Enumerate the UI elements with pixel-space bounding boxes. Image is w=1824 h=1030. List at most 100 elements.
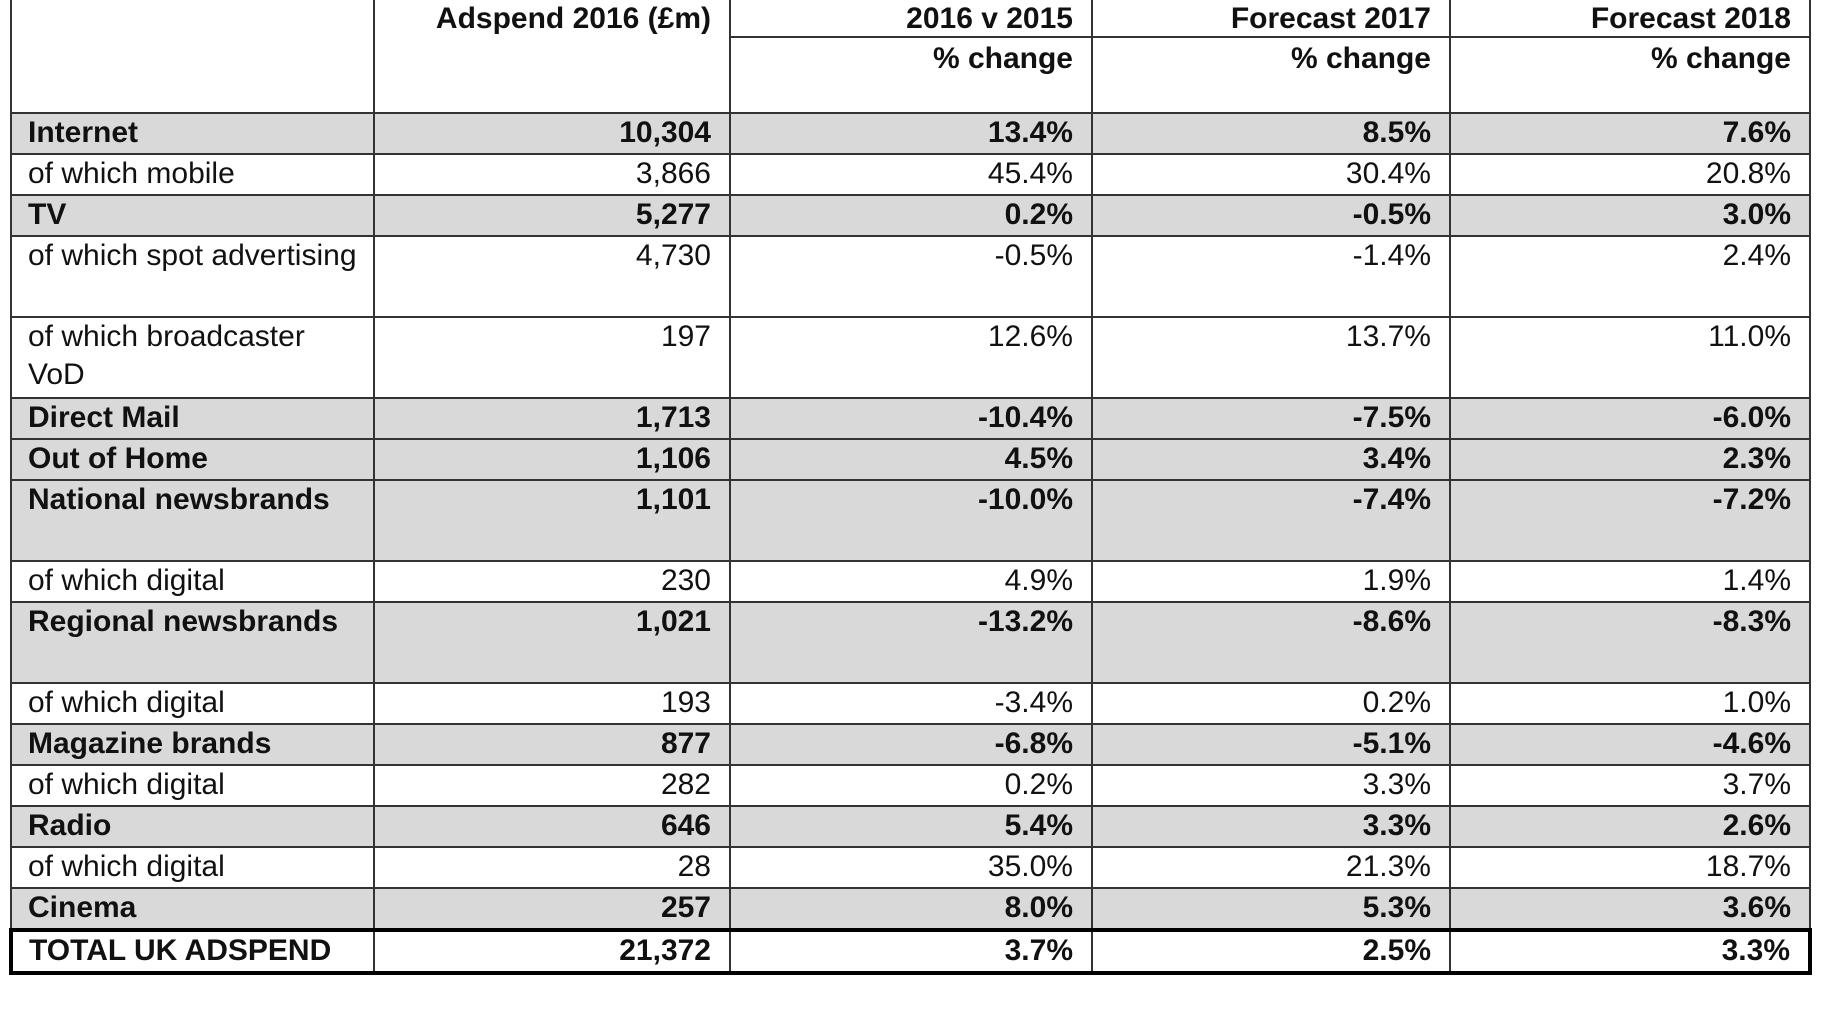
row-value: 13.7% <box>1091 316 1451 399</box>
column-subtitle: % change <box>1290 42 1431 75</box>
row-label: of which mobile <box>10 153 375 196</box>
table-row: of which digital 230 4.9% 1.9% 1.4% <box>10 560 1811 603</box>
row-value: -1.4% <box>1091 235 1451 318</box>
row-label: Internet <box>10 112 375 155</box>
row-label: National newsbrands <box>10 479 375 562</box>
row-value: 10,304 <box>373 112 731 155</box>
row-label: Radio <box>10 805 375 848</box>
row-value: 5.4% <box>729 805 1093 848</box>
column-subtitle: % change <box>1650 42 1791 75</box>
row-value: 30.4% <box>1091 153 1451 196</box>
column-title: Adspend 2016 (£m) <box>435 2 711 35</box>
header-cell: 2016 v 2015 % change <box>729 0 1093 114</box>
row-label: of which digital <box>10 846 375 889</box>
row-label: Direct Mail <box>10 397 375 440</box>
row-value: 193 <box>373 682 731 725</box>
row-value: 3,866 <box>373 153 731 196</box>
row-value: -7.2% <box>1449 479 1811 562</box>
row-value: -6.0% <box>1449 397 1811 440</box>
row-value: 1,106 <box>373 438 731 481</box>
row-label: Magazine brands <box>10 723 375 766</box>
table-row: Regional newsbrands 1,021 -13.2% -8.6% -8.3% <box>10 601 1811 684</box>
header-cell <box>10 0 375 114</box>
row-value: 3.6% <box>1449 887 1811 931</box>
row-label: of which digital <box>10 560 375 603</box>
row-value: -0.5% <box>729 235 1093 318</box>
row-value: 28 <box>373 846 731 889</box>
row-value: 3.4% <box>1091 438 1451 481</box>
row-value: -10.4% <box>729 397 1093 440</box>
row-value: 0.2% <box>729 764 1093 807</box>
row-label: Cinema <box>10 887 375 931</box>
row-value: 3.3% <box>1091 805 1451 848</box>
row-value: 0.2% <box>1091 682 1451 725</box>
row-value: 3.7% <box>729 928 1093 975</box>
row-value: -7.5% <box>1091 397 1451 440</box>
column-title: Forecast 2018 <box>1452 0 1808 38</box>
row-value: 3.7% <box>1449 764 1811 807</box>
row-value: -6.8% <box>729 723 1093 766</box>
row-value: 646 <box>373 805 731 848</box>
row-value: -10.0% <box>729 479 1093 562</box>
row-value: 3.3% <box>1449 928 1812 975</box>
row-value: 3.0% <box>1449 194 1811 237</box>
table-row: Radio 646 5.4% 3.3% 2.6% <box>10 805 1811 848</box>
row-value: 21.3% <box>1091 846 1451 889</box>
row-value: -7.4% <box>1091 479 1451 562</box>
row-value: 2.6% <box>1449 805 1811 848</box>
row-value: 3.3% <box>1091 764 1451 807</box>
header-cell: Forecast 2017 % change <box>1091 0 1451 114</box>
row-value: -4.6% <box>1449 723 1811 766</box>
table-row: of which digital 282 0.2% 3.3% 3.7% <box>10 764 1811 807</box>
table-row: of which mobile 3,866 45.4% 30.4% 20.8% <box>10 153 1811 196</box>
row-value: 21,372 <box>373 928 731 975</box>
row-label: of which broadcaster VoD <box>10 316 375 399</box>
row-value: 877 <box>373 723 731 766</box>
row-value: 4,730 <box>373 235 731 318</box>
table-row: Direct Mail 1,713 -10.4% -7.5% -6.0% <box>10 397 1811 440</box>
row-value: 11.0% <box>1449 316 1811 399</box>
header-cell: Adspend 2016 (£m) <box>373 0 731 114</box>
column-title: 2016 v 2015 <box>732 0 1090 38</box>
row-value: -13.2% <box>729 601 1093 684</box>
row-value: 12.6% <box>729 316 1093 399</box>
row-value: 35.0% <box>729 846 1093 889</box>
table-row: Cinema 257 8.0% 5.3% 3.6% <box>10 887 1811 931</box>
row-value: 8.5% <box>1091 112 1451 155</box>
row-value: 197 <box>373 316 731 399</box>
row-value: 45.4% <box>729 153 1093 196</box>
row-label: TV <box>10 194 375 237</box>
row-value: -0.5% <box>1091 194 1451 237</box>
row-value: 4.5% <box>729 438 1093 481</box>
table-row: of which digital 193 -3.4% 0.2% 1.0% <box>10 682 1811 725</box>
row-label: of which digital <box>10 764 375 807</box>
table-row: of which broadcaster VoD 197 12.6% 13.7% 11.… <box>10 316 1811 399</box>
row-value: 20.8% <box>1449 153 1811 196</box>
row-value: 1,101 <box>373 479 731 562</box>
table-row: Out of Home 1,106 4.5% 3.4% 2.3% <box>10 438 1811 481</box>
row-value: 2.3% <box>1449 438 1811 481</box>
row-label: of which spot advertising <box>10 235 375 318</box>
row-value: -5.1% <box>1091 723 1451 766</box>
row-value: 1.0% <box>1449 682 1811 725</box>
row-value: 4.9% <box>729 560 1093 603</box>
row-value: 5,277 <box>373 194 731 237</box>
row-value: 7.6% <box>1449 112 1811 155</box>
header-row: Adspend 2016 (£m) 2016 v 2015% change Fore… <box>10 0 1811 114</box>
table-row: National newsbrands 1,101 -10.0% -7.4% -7.2% <box>10 479 1811 562</box>
column-subtitle: % change <box>932 42 1073 75</box>
row-value: -8.3% <box>1449 601 1811 684</box>
table-row: of which spot advertising 4,730 -0.5% -1.4%… <box>10 235 1811 318</box>
row-value: 1.4% <box>1449 560 1811 603</box>
row-value: 1.9% <box>1091 560 1451 603</box>
row-value: 2.4% <box>1449 235 1811 318</box>
row-value: 0.2% <box>729 194 1093 237</box>
adspend-table: Adspend 2016 (£m) 2016 v 2015% change Fore… <box>9 0 1812 975</box>
row-value: 230 <box>373 560 731 603</box>
row-value: 8.0% <box>729 887 1093 931</box>
table-row: of which digital 28 35.0% 21.3% 18.7% <box>10 846 1811 889</box>
row-value: -8.6% <box>1091 601 1451 684</box>
row-value: 282 <box>373 764 731 807</box>
row-value: 2.5% <box>1091 928 1451 975</box>
